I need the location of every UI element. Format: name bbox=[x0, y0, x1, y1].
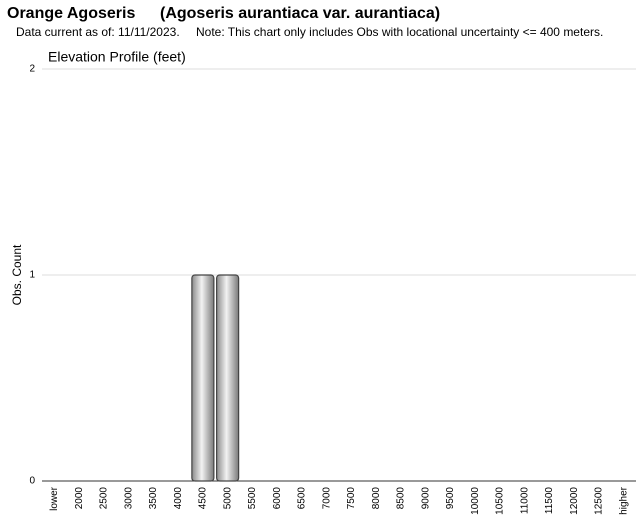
x-tick-label: lower bbox=[49, 486, 60, 511]
x-tick-label: 7000 bbox=[321, 487, 332, 510]
x-tick-label: 11000 bbox=[519, 487, 530, 515]
x-tick-label: 6500 bbox=[297, 487, 308, 510]
x-tick-label: 4500 bbox=[198, 487, 209, 510]
chart-title: Elevation Profile (feet) bbox=[48, 49, 186, 65]
y-tick-label: 2 bbox=[29, 64, 35, 75]
note: Note: This chart only includes Obs with … bbox=[196, 25, 603, 39]
bar bbox=[216, 274, 240, 482]
y-tick-label: 1 bbox=[29, 270, 35, 281]
bar bbox=[191, 274, 215, 482]
x-tick-label: 12500 bbox=[594, 487, 605, 515]
x-tick-label: 11500 bbox=[544, 487, 555, 515]
common-name: Orange Agoseris bbox=[7, 5, 135, 22]
x-tick-label: 9500 bbox=[445, 487, 456, 510]
x-tick-label: 5000 bbox=[222, 487, 233, 510]
x-tick-label: 2000 bbox=[74, 487, 85, 510]
x-tick-label: 10000 bbox=[470, 487, 481, 515]
x-tick-label: 12000 bbox=[569, 487, 580, 515]
x-tick-label: 9000 bbox=[420, 487, 431, 510]
x-tick-label: 10500 bbox=[495, 487, 506, 515]
y-axis-label: Obs. Count bbox=[10, 244, 24, 305]
x-tick-label: higher bbox=[618, 486, 629, 514]
x-tick-label: 2500 bbox=[99, 487, 110, 510]
x-tick-label: 5500 bbox=[247, 487, 258, 510]
x-tick-label: 3500 bbox=[148, 487, 159, 510]
x-tick-label: 6000 bbox=[272, 487, 283, 510]
x-tick-label: 7500 bbox=[346, 487, 357, 510]
x-tick-label: 8500 bbox=[396, 487, 407, 510]
scientific-name: (Agoseris aurantiaca var. aurantiaca) bbox=[160, 5, 440, 22]
x-tick-label: 4000 bbox=[173, 487, 184, 510]
date-note: Data current as of: 11/11/2023. bbox=[16, 25, 180, 39]
x-tick-label: 3000 bbox=[123, 487, 134, 510]
x-tick-label: 8000 bbox=[371, 487, 382, 510]
y-tick-label: 0 bbox=[29, 476, 35, 487]
